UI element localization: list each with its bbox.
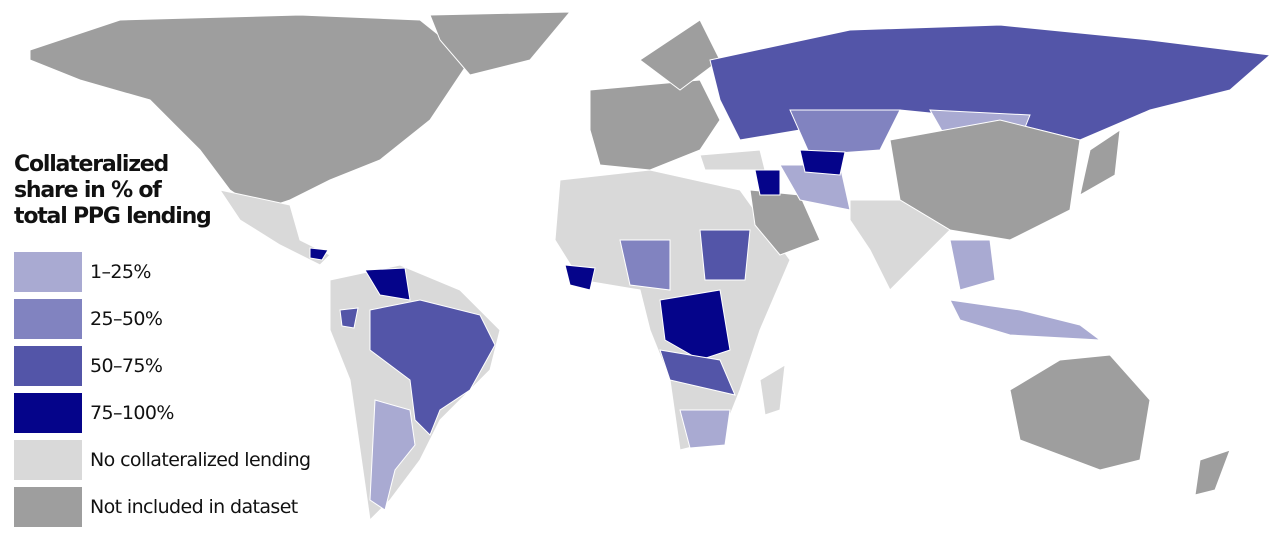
japan [1079,128,1121,196]
legend-title: Collateralized share in % of total PPG l… [14,152,212,229]
legend-swatch [14,346,82,386]
argentina [369,399,416,511]
ecuador [339,307,359,329]
legend-label: 75–100% [90,402,174,424]
scandinavia [639,19,721,91]
turkey [699,149,766,171]
southern-africa [679,409,731,449]
turkmenistan [799,149,846,176]
legend-swatch [14,487,82,527]
australia [1009,354,1151,471]
central-america [218,189,331,266]
venezuela [364,267,411,301]
legend-label: No collateralized lending [90,449,311,471]
madagascar [759,364,786,416]
honduras [309,247,329,261]
saudi-arabia [749,189,821,256]
southeast-asia [949,239,996,291]
india [849,199,951,291]
north-america [29,14,471,211]
legend-swatch [14,299,82,339]
sudan [699,229,751,281]
kazakhstan [789,109,901,156]
brazil [369,299,496,436]
legend-swatch [14,252,82,292]
iraq [754,169,781,196]
greenland [429,11,572,76]
europe [589,79,721,171]
angola-zambia [659,349,736,396]
legend-swatch [14,440,82,480]
legend-label: 25–50% [90,308,163,330]
legend-label: 1–25% [90,261,151,283]
indonesia [949,299,1102,341]
guinea [564,264,596,291]
new-zealand [1194,449,1231,496]
west-africa [619,239,671,291]
congo [659,289,731,361]
legend-label: Not included in dataset [90,496,298,518]
legend-swatch [14,393,82,433]
legend-label: 50–75% [90,355,163,377]
